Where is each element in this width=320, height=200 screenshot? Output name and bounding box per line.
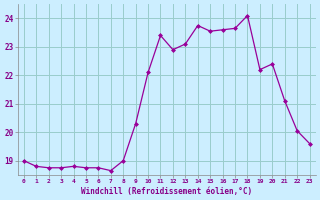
- X-axis label: Windchill (Refroidissement éolien,°C): Windchill (Refroidissement éolien,°C): [81, 187, 252, 196]
